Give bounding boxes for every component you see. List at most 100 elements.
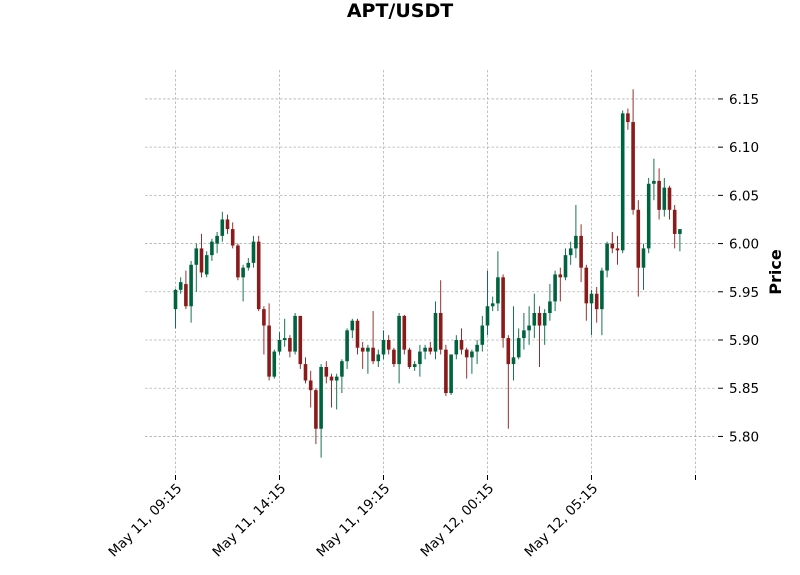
candle (657, 168, 661, 220)
candle (667, 185, 672, 220)
candle-body (376, 354, 381, 362)
candle-body (293, 315, 297, 352)
candle-body (553, 274, 557, 302)
candle (246, 258, 251, 271)
candle (293, 313, 297, 355)
candle (652, 158, 656, 201)
candle (210, 238, 214, 261)
candle (626, 108, 630, 130)
candle (350, 318, 355, 339)
candle-body (574, 235, 578, 249)
candle (236, 243, 240, 281)
grid (145, 70, 715, 475)
candle-body (418, 351, 422, 365)
candle-body (537, 313, 542, 326)
y-axis-label: Price (766, 249, 785, 295)
candle-body (173, 289, 178, 310)
candle (371, 311, 375, 365)
y-tick-label: 5.95 (729, 285, 759, 301)
candle-body (631, 122, 635, 210)
candle (470, 349, 474, 374)
candle-body (501, 277, 505, 339)
candle (340, 359, 344, 394)
candle (662, 178, 667, 217)
candle (516, 328, 521, 360)
candle (298, 315, 303, 369)
candle-body (371, 347, 375, 362)
candle-body (615, 248, 620, 251)
candle (433, 301, 438, 360)
candle-body (256, 241, 261, 310)
candle-body (277, 340, 282, 352)
candle-body (428, 347, 433, 352)
candle (241, 264, 245, 302)
candle-body (652, 180, 656, 184)
candle (225, 214, 230, 234)
candle (506, 335, 511, 429)
candle (563, 248, 568, 281)
candle (574, 205, 578, 259)
candle-body (350, 320, 355, 331)
candle (594, 286, 599, 323)
candle (412, 361, 417, 371)
candle-body (210, 241, 214, 256)
candle-body (516, 338, 521, 358)
candle (386, 335, 391, 355)
candle-body (215, 235, 219, 244)
candle-body (646, 183, 651, 249)
candle-body (392, 349, 396, 365)
candle-body (355, 320, 360, 348)
candle (548, 284, 552, 321)
candle-body (303, 364, 308, 381)
candle-body (480, 325, 485, 345)
candle-body (230, 229, 235, 246)
candle (303, 357, 308, 384)
candle-body (563, 255, 568, 278)
candle (485, 270, 490, 336)
candle (178, 277, 183, 294)
candle-body (407, 349, 412, 367)
candle (392, 347, 396, 367)
candle (553, 270, 557, 312)
candle-body (282, 338, 287, 340)
candle-body (308, 380, 313, 391)
candle-body (475, 344, 479, 352)
candle-body (459, 340, 464, 350)
candle (501, 274, 505, 348)
candle (189, 260, 193, 323)
candle (319, 364, 323, 458)
candle (381, 330, 386, 360)
candle-body (464, 349, 469, 358)
candle (267, 303, 271, 381)
candle-body (662, 187, 667, 210)
candle-body (620, 113, 625, 251)
candle (256, 235, 261, 312)
candle-body (600, 270, 604, 310)
candle-body (678, 229, 682, 234)
candle-body (438, 313, 443, 350)
candle (360, 341, 365, 369)
candle (527, 306, 531, 345)
candle-body (594, 293, 599, 310)
candle-body (319, 367, 323, 429)
candle-body (288, 338, 292, 352)
candle (605, 241, 609, 278)
candle (314, 388, 318, 445)
candle (204, 251, 209, 278)
candle-body (558, 274, 563, 278)
candle (542, 309, 547, 345)
candle (459, 328, 464, 355)
candle-body (189, 264, 193, 307)
candle-body (386, 340, 391, 350)
candle (454, 335, 459, 360)
candle (589, 289, 594, 336)
candle-body (262, 309, 266, 326)
candle-body (532, 313, 537, 326)
candle-body (272, 351, 277, 377)
candle (277, 332, 282, 355)
candle (620, 110, 625, 254)
y-tick-label: 5.80 (729, 429, 759, 445)
candle-body (636, 209, 641, 268)
candle-body (485, 306, 490, 326)
candle (610, 232, 615, 254)
